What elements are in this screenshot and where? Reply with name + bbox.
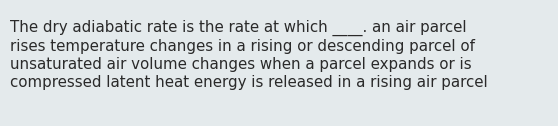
Text: rises temperature changes in a rising or descending parcel of: rises temperature changes in a rising or… <box>10 39 475 54</box>
Text: unsaturated air volume changes when a parcel expands or is: unsaturated air volume changes when a pa… <box>10 57 472 72</box>
Text: compressed latent heat energy is released in a rising air parcel: compressed latent heat energy is release… <box>10 75 488 90</box>
Text: The dry adiabatic rate is the rate at which ____. an air parcel: The dry adiabatic rate is the rate at wh… <box>10 20 466 36</box>
